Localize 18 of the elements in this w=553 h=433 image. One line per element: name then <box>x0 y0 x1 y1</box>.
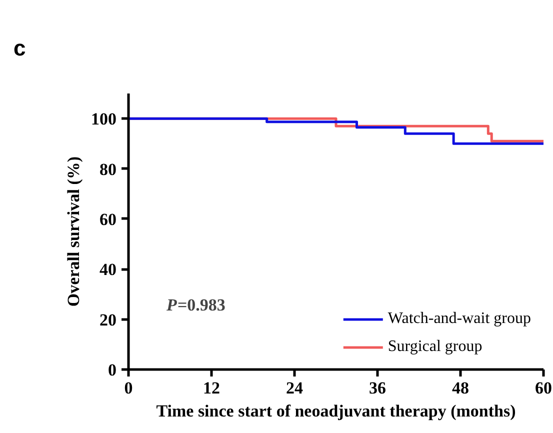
y-tick-label: 0 <box>108 360 116 380</box>
y-axis-title: Overall survival (%) <box>64 156 83 307</box>
legend-label: Surgical group <box>388 338 482 356</box>
y-tick-label: 20 <box>100 310 116 330</box>
chart-title: c <box>14 36 26 60</box>
x-tick-label: 48 <box>452 378 469 398</box>
y-tick-label: 40 <box>100 260 116 280</box>
annotation: P=0.983 <box>166 296 226 314</box>
x-tick-label: 24 <box>286 378 304 398</box>
x-axis-title: Time since start of neoadjuvant therapy (months) <box>156 402 516 420</box>
x-tick-label: 0 <box>124 378 133 398</box>
y-tick-label: 80 <box>100 160 116 179</box>
y-tick-label: 100 <box>91 110 116 129</box>
x-tick-label: 60 <box>535 378 552 398</box>
legend-label: Watch-and-wait group <box>388 310 531 328</box>
x-tick-label: 36 <box>369 378 386 398</box>
x-tick-label: 12 <box>203 378 220 398</box>
y-tick-label: 60 <box>100 210 116 229</box>
